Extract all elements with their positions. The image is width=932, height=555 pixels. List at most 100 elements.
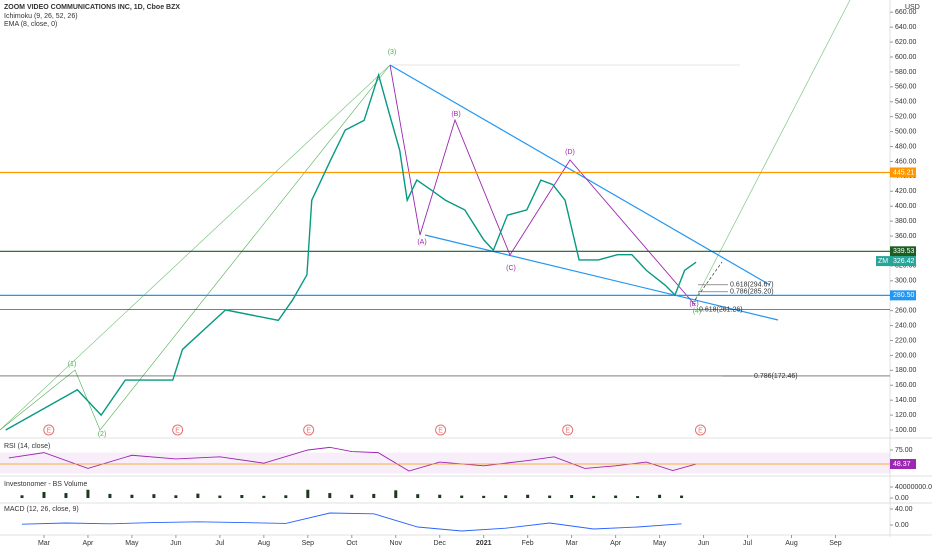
y-tick-label: 75.00 [895, 447, 913, 454]
y-tick-label: 380.00 [895, 218, 917, 225]
wave-label: (A) [417, 239, 426, 246]
level-tag [890, 246, 916, 257]
event-marker [562, 424, 574, 436]
bar [350, 494, 354, 499]
bar [284, 495, 288, 499]
event-label: E [175, 427, 180, 434]
pane-title: MACD (12, 26, close, 9) [4, 506, 79, 513]
dashed-line [694, 261, 723, 301]
bar [240, 495, 244, 499]
x-tick-label: Jul [743, 540, 752, 547]
y-tick-label: 580.00 [895, 69, 917, 76]
y-tick-label: 500.00 [895, 128, 917, 135]
y-tick-label: 560.00 [895, 84, 917, 91]
bar [86, 489, 90, 499]
y-tick-label: 200.00 [895, 352, 917, 359]
x-tick-label: Apr [82, 540, 94, 547]
fib-label: 0.786(172.46) [754, 373, 798, 380]
y-tick-label: 320.00 [895, 263, 917, 270]
rsi-label: 48.37 [893, 461, 911, 468]
event-label: E [698, 427, 703, 434]
x-tick-label: May [653, 540, 667, 547]
fib-line [0, 64, 391, 431]
x-tick-label: 2021 [476, 540, 492, 547]
bar [108, 493, 112, 499]
bar [680, 495, 684, 499]
wave-label: (2) [98, 431, 107, 438]
y-tick-label: 660.00 [895, 9, 917, 16]
bar [196, 493, 200, 499]
bar [416, 494, 420, 499]
bar [570, 495, 574, 499]
y-tick-label: 460.00 [895, 158, 917, 165]
bar [592, 495, 596, 499]
bar [548, 495, 552, 499]
y-tick-label: 40.00 [895, 506, 913, 513]
y-tick-label: 360.00 [895, 233, 917, 240]
wave-label: (D) [565, 149, 575, 156]
x-tick-label: Mar [38, 540, 51, 547]
x-tick-label: Dec [433, 540, 446, 547]
x-tick-label: Jul [215, 540, 224, 547]
event-label: E [438, 427, 443, 434]
y-tick-label: 180.00 [895, 367, 917, 374]
bar [482, 495, 486, 499]
x-tick-label: Mar [566, 540, 579, 547]
bar [152, 494, 156, 499]
x-tick-label: Aug [258, 540, 271, 547]
y-tick-label: 540.00 [895, 99, 917, 106]
y-tick-label: 300.00 [895, 278, 917, 285]
wave-label: (E) [689, 301, 698, 308]
bar [328, 493, 332, 499]
event-marker [303, 424, 315, 436]
trend-line [424, 234, 779, 321]
y-tick-label: 400.00 [895, 203, 917, 210]
indicator: Ichimoku (9, 26, 52, 26) [4, 13, 78, 20]
y-tick-label: 120.00 [895, 412, 917, 419]
wave-label: (3) [388, 49, 397, 56]
price-label: 326.42 [893, 258, 915, 265]
y-tick-label: 140.00 [895, 397, 917, 404]
level-label: 280.50 [893, 292, 915, 299]
y-tick-label: 220.00 [895, 337, 917, 344]
chart-title: ZOOM VIDEO COMMUNICATIONS INC, 1D, Cboe … [4, 4, 180, 11]
bar [174, 495, 178, 499]
bar [658, 494, 662, 499]
wave-label: (C) [506, 265, 516, 272]
event-marker [435, 424, 447, 436]
bar [42, 491, 46, 499]
series-line [8, 446, 697, 472]
bar [306, 489, 310, 499]
y-tick-label: 100.00 [895, 427, 917, 434]
bar [504, 495, 508, 499]
wave-line [389, 64, 696, 306]
wave-label: (1) [68, 361, 77, 368]
bar [438, 494, 442, 499]
fib-label: 0.786(285.20) [730, 289, 774, 296]
bar [614, 495, 618, 499]
fib-line [694, 0, 851, 301]
bar [262, 495, 266, 499]
bar [526, 494, 530, 499]
event-marker [43, 424, 55, 436]
level-label: 339.53 [893, 248, 915, 255]
y-tick-label: 600.00 [895, 54, 917, 61]
x-tick-label: Nov [390, 540, 403, 547]
currency: USD [905, 4, 920, 11]
bar [130, 494, 134, 499]
level-label: 445.21 [893, 169, 915, 176]
y-tick-label: 0.00 [895, 495, 909, 502]
wave-label: (4) [693, 308, 702, 315]
fib-label: 0.618(261.26) [699, 307, 743, 314]
bar [20, 495, 24, 499]
y-tick-label: 240.00 [895, 322, 917, 329]
x-tick-label: May [125, 540, 139, 547]
y-tick-label: 520.00 [895, 114, 917, 121]
rsi-tag [890, 459, 916, 470]
x-tick-label: Jun [170, 540, 181, 547]
x-tick-label: Aug [785, 540, 798, 547]
symbol-label: ZM [878, 258, 888, 265]
y-tick-label: 620.00 [895, 39, 917, 46]
y-tick-label: 160.00 [895, 382, 917, 389]
